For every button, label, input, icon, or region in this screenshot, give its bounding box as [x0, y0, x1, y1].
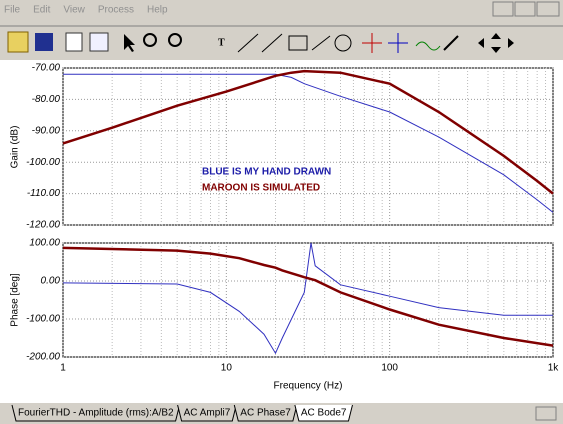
arrow-tool-icon-2[interactable] [261, 33, 283, 53]
line-tool-icon[interactable] [311, 35, 331, 51]
plot-frame [62, 67, 554, 226]
menu-item[interactable]: View [63, 5, 85, 16]
annotation: MAROON IS SIMULATED [202, 183, 320, 194]
tab: AC Bode7 [294, 404, 353, 422]
plot-frame [62, 242, 554, 358]
series-line [62, 246, 554, 347]
cursor-a-icon[interactable] [362, 33, 382, 53]
minimize-button[interactable] [492, 1, 514, 17]
cursor-b-icon[interactable] [388, 33, 408, 53]
menu-bar [0, 0, 563, 19]
menu-item[interactable]: Process [98, 5, 134, 16]
y-tick-label: -110.00 [27, 188, 61, 199]
y-tick-label: -70.00 [32, 63, 61, 74]
curves-icon[interactable] [415, 41, 441, 51]
probe-icon[interactable] [443, 35, 459, 51]
x-tick-label: 100 [381, 363, 398, 374]
window-controls [492, 1, 560, 17]
tab-label[interactable]: AC Ampli7 [184, 408, 231, 419]
paste-icon[interactable] [89, 32, 109, 52]
open-icon[interactable] [7, 31, 29, 53]
tab-label[interactable]: FourierTHD - Amplitude (rms):A/B2 [18, 408, 174, 419]
tab: AC Ampli7 [177, 404, 237, 422]
annotation: BLUE IS MY HAND DRAWN [202, 167, 331, 178]
tab: AC Phase7 [233, 404, 298, 422]
maximize-button[interactable] [514, 1, 536, 17]
menu-item[interactable]: Help [147, 5, 168, 16]
arrow-tool-icon[interactable] [237, 33, 259, 53]
tab-label[interactable]: AC Bode7 [301, 408, 347, 419]
tab-scroll[interactable] [535, 406, 557, 421]
tab-shape [294, 404, 353, 422]
pan-icon[interactable] [478, 33, 514, 53]
y-tick-label: -80.00 [32, 94, 61, 105]
tab-shape [11, 404, 181, 422]
y-tick-label: -200.00 [26, 352, 60, 363]
tab-shape [233, 404, 298, 422]
close-button[interactable] [536, 1, 560, 17]
series-line [62, 69, 554, 195]
x-tick-label: 1 [60, 363, 66, 374]
toolbar: T [7, 31, 514, 53]
menu-item[interactable]: Edit [33, 5, 50, 16]
y-tick-label: -90.00 [32, 125, 61, 136]
y-axis-label: Gain (dB) [10, 126, 21, 169]
x-tick-label: 10 [221, 363, 233, 374]
tab-shape [177, 404, 237, 422]
pointer-icon[interactable] [124, 34, 135, 52]
y-axis-label: Phase [deg] [10, 273, 21, 327]
ellipse-tool-icon[interactable] [334, 34, 352, 52]
y-tick-label: 100.00 [29, 238, 60, 249]
y-tick-label: -100.00 [26, 314, 60, 325]
zoom-out-icon[interactable] [168, 33, 182, 47]
y-tick-label: 0.00 [41, 276, 61, 287]
box-tool-icon[interactable] [288, 35, 308, 51]
save-icon[interactable] [35, 33, 53, 51]
text-tool-icon[interactable]: T [218, 37, 225, 48]
copy-icon[interactable] [65, 32, 83, 52]
series-line [63, 73, 554, 213]
menu-item[interactable]: File [4, 5, 21, 16]
y-tick-label: -120.00 [26, 220, 60, 231]
zoom-in-icon[interactable] [143, 33, 157, 47]
x-tick-label: 1k [548, 363, 560, 374]
y-tick-label: -100.00 [26, 157, 60, 168]
tab: FourierTHD - Amplitude (rms):A/B2 [11, 404, 181, 422]
tab-label[interactable]: AC Phase7 [240, 408, 291, 419]
series-line [62, 242, 553, 355]
x-axis-label: Frequency (Hz) [274, 381, 343, 392]
